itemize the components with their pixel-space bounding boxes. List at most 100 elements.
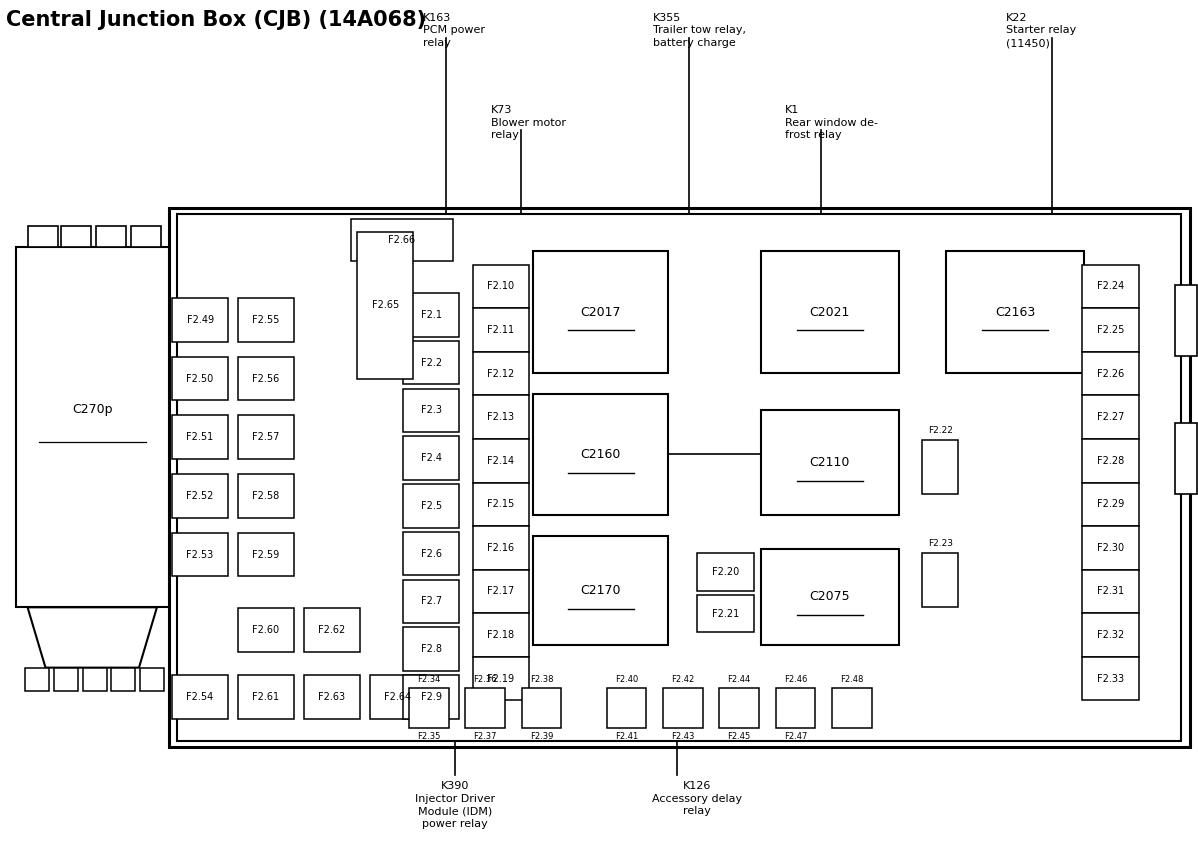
Bar xyxy=(761,251,898,373)
Bar xyxy=(357,232,413,379)
Bar xyxy=(922,440,958,494)
Text: F2.14: F2.14 xyxy=(488,456,514,466)
Bar xyxy=(403,579,459,623)
Text: F2.41: F2.41 xyxy=(615,733,639,741)
Bar xyxy=(697,594,754,632)
Text: K126
Accessory delay
relay: K126 Accessory delay relay xyxy=(652,781,743,817)
Text: F2.4: F2.4 xyxy=(420,453,442,463)
Text: F2.39: F2.39 xyxy=(530,733,553,741)
Text: C270p: C270p xyxy=(72,402,113,416)
Text: F2.48: F2.48 xyxy=(840,674,864,684)
Text: F2.9: F2.9 xyxy=(420,692,442,702)
Bar xyxy=(472,308,528,352)
Bar xyxy=(472,570,528,613)
Bar xyxy=(238,415,295,459)
Bar xyxy=(351,220,453,261)
Text: F2.44: F2.44 xyxy=(727,674,751,684)
Text: F2.17: F2.17 xyxy=(488,586,514,596)
Text: F2.55: F2.55 xyxy=(253,315,279,325)
Text: K22
Starter relay
(11450): K22 Starter relay (11450) xyxy=(1006,13,1077,48)
Text: F2.3: F2.3 xyxy=(420,406,442,415)
Text: F2.22: F2.22 xyxy=(928,426,952,434)
Bar xyxy=(173,298,228,342)
Bar xyxy=(472,526,528,570)
Text: F2.34: F2.34 xyxy=(417,674,441,684)
Text: F2.8: F2.8 xyxy=(420,644,442,654)
Bar xyxy=(16,247,169,607)
Text: F2.29: F2.29 xyxy=(1097,499,1124,509)
Bar xyxy=(304,608,359,652)
Bar xyxy=(54,668,78,691)
Text: F2.33: F2.33 xyxy=(1097,674,1124,684)
Bar xyxy=(533,251,668,373)
Bar xyxy=(761,549,898,645)
Bar xyxy=(761,410,898,515)
Bar xyxy=(664,688,702,728)
Text: F2.12: F2.12 xyxy=(488,369,514,379)
Text: F2.6: F2.6 xyxy=(420,549,442,559)
Text: K163
PCM power
relay: K163 PCM power relay xyxy=(423,13,485,48)
Bar xyxy=(1083,264,1139,308)
Bar xyxy=(1175,423,1197,494)
Text: F2.59: F2.59 xyxy=(253,550,279,560)
Text: F2.66: F2.66 xyxy=(388,236,416,245)
Bar xyxy=(472,482,528,526)
Text: F2.42: F2.42 xyxy=(671,674,695,684)
Text: F2.2: F2.2 xyxy=(420,358,442,368)
Text: F2.49: F2.49 xyxy=(187,315,213,325)
Bar xyxy=(922,553,958,607)
Text: F2.37: F2.37 xyxy=(473,733,497,741)
Text: F2.57: F2.57 xyxy=(253,432,279,442)
Bar xyxy=(304,675,359,719)
Bar xyxy=(111,668,135,691)
Text: F2.47: F2.47 xyxy=(783,733,807,741)
Bar xyxy=(238,357,295,401)
Text: F2.38: F2.38 xyxy=(530,674,553,684)
Bar xyxy=(403,532,459,575)
Bar xyxy=(403,341,459,385)
Bar xyxy=(173,415,228,459)
Text: F2.46: F2.46 xyxy=(783,674,807,684)
Bar xyxy=(61,226,91,247)
Bar xyxy=(472,613,528,657)
Text: C2075: C2075 xyxy=(810,590,849,604)
Bar xyxy=(607,688,647,728)
Text: F2.40: F2.40 xyxy=(615,674,639,684)
Bar xyxy=(1083,613,1139,657)
Text: F2.16: F2.16 xyxy=(488,543,514,553)
Bar xyxy=(238,608,295,652)
Bar xyxy=(173,474,228,518)
Bar xyxy=(173,675,228,719)
Text: F2.45: F2.45 xyxy=(727,733,751,741)
Bar xyxy=(83,668,107,691)
Text: F2.18: F2.18 xyxy=(488,630,514,640)
Text: F2.23: F2.23 xyxy=(928,539,952,548)
Text: C2110: C2110 xyxy=(810,456,849,469)
Text: F2.5: F2.5 xyxy=(420,501,442,511)
Text: F2.32: F2.32 xyxy=(1097,630,1124,640)
Text: F2.20: F2.20 xyxy=(712,567,739,577)
Bar xyxy=(472,396,528,439)
Text: C2163: C2163 xyxy=(996,306,1035,318)
Bar xyxy=(1083,657,1139,701)
Bar xyxy=(403,389,459,432)
Bar xyxy=(1083,439,1139,482)
Bar xyxy=(697,553,754,590)
Bar xyxy=(522,688,561,728)
Bar xyxy=(28,226,58,247)
Bar xyxy=(831,688,872,728)
Text: F2.24: F2.24 xyxy=(1097,281,1124,291)
Bar xyxy=(1083,396,1139,439)
Bar xyxy=(533,536,668,645)
Text: F2.7: F2.7 xyxy=(420,596,442,606)
Bar xyxy=(177,214,1181,741)
Bar xyxy=(409,688,448,728)
Bar xyxy=(719,688,760,728)
Text: F2.35: F2.35 xyxy=(417,733,441,741)
Bar xyxy=(238,675,295,719)
Bar xyxy=(140,668,164,691)
Text: K1
Rear window de-
frost relay: K1 Rear window de- frost relay xyxy=(785,104,878,141)
Text: C2017: C2017 xyxy=(581,306,621,318)
Bar xyxy=(131,226,161,247)
Bar xyxy=(1083,570,1139,613)
